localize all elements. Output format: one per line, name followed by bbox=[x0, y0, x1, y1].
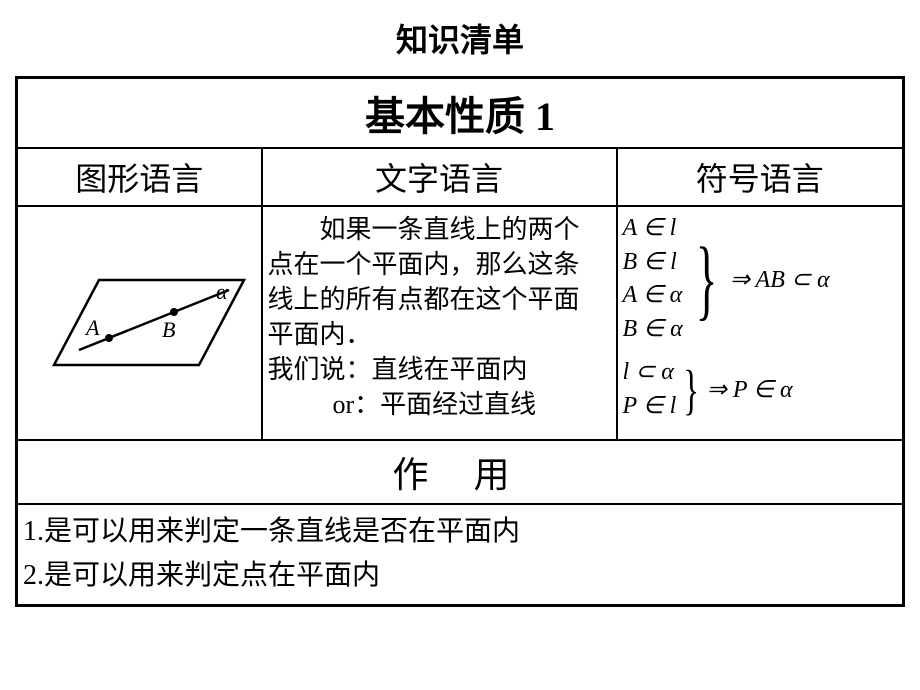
text-line-3: 线上的所有点都在这个平面 bbox=[268, 282, 611, 317]
conclusion-1: ⇒ AB ⊂ α bbox=[730, 265, 830, 294]
plane-diagram: A B α bbox=[24, 235, 254, 405]
text-line-1: 如果一条直线上的两个 bbox=[268, 212, 611, 247]
brace-2: } bbox=[684, 373, 700, 406]
conclusion-2: ⇒ P ∈ α bbox=[707, 375, 793, 404]
premise-1-3: A ∈ α bbox=[623, 279, 683, 313]
page-title: 知识清单 bbox=[15, 15, 905, 61]
premise-1-4: B ∈ α bbox=[623, 313, 683, 347]
usage-cell: 1.是可以用来判定一条直线是否在平面内 2.是可以用来判定点在平面内 bbox=[17, 504, 904, 606]
label-a: A bbox=[84, 315, 100, 340]
brace-1: } bbox=[695, 257, 717, 302]
premise-2-2: P ∈ l bbox=[623, 390, 677, 424]
text-line-4: 平面内． bbox=[268, 317, 611, 352]
header-symbol: 符号语言 bbox=[617, 148, 904, 206]
text-line-6: or：平面经过直线 bbox=[268, 387, 611, 422]
symbol-group-2: l ⊂ α P ∈ l } ⇒ P ∈ α bbox=[623, 356, 898, 423]
symbol-group-1: A ∈ l B ∈ l A ∈ α B ∈ α } ⇒ AB ⊂ α bbox=[623, 212, 898, 346]
label-alpha: α bbox=[216, 279, 228, 304]
premise-1-2: B ∈ l bbox=[623, 246, 683, 280]
label-b: B bbox=[162, 317, 175, 342]
usage-1: 1.是可以用来判定一条直线是否在平面内 bbox=[23, 510, 897, 555]
text-line-5: 我们说：直线在平面内 bbox=[268, 352, 611, 387]
graphic-cell: A B α bbox=[17, 206, 262, 440]
header-graphic: 图形语言 bbox=[17, 148, 262, 206]
premise-1-1: A ∈ l bbox=[623, 212, 683, 246]
usage-title: 作 用 bbox=[17, 440, 904, 504]
section-title: 基本性质 1 bbox=[17, 78, 904, 149]
header-text: 文字语言 bbox=[262, 148, 617, 206]
usage-2: 2.是可以用来判定点在平面内 bbox=[23, 554, 897, 599]
properties-table: 基本性质 1 图形语言 文字语言 符号语言 A B α 如果一条直线上的两个 点… bbox=[15, 76, 905, 607]
symbol-cell: A ∈ l B ∈ l A ∈ α B ∈ α } ⇒ AB ⊂ α l ⊂ α… bbox=[617, 206, 904, 440]
text-line-2: 点在一个平面内，那么这条 bbox=[268, 247, 611, 282]
text-description-cell: 如果一条直线上的两个 点在一个平面内，那么这条 线上的所有点都在这个平面 平面内… bbox=[262, 206, 617, 440]
premise-2-1: l ⊂ α bbox=[623, 356, 677, 390]
